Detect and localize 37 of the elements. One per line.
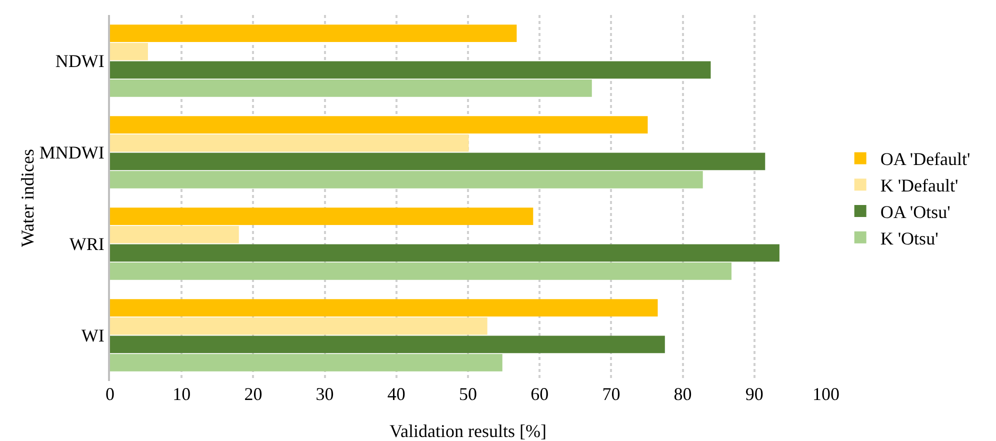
x-tick-label: 90 — [745, 384, 764, 404]
x-tick-label: 20 — [244, 384, 262, 404]
legend-label: K 'Otsu' — [880, 228, 938, 248]
x-tick-label: 50 — [459, 384, 477, 404]
bar — [110, 226, 239, 244]
y-axis-title: Water indices — [17, 148, 38, 248]
legend-label: OA 'Otsu' — [880, 202, 950, 222]
x-tick-label: 70 — [602, 384, 620, 404]
bar — [110, 24, 517, 42]
bar — [110, 152, 766, 170]
x-tick-label: 30 — [316, 384, 334, 404]
x-tick-label: 60 — [530, 384, 549, 404]
x-tick-label: 10 — [172, 384, 191, 404]
bar — [110, 244, 780, 262]
y-tick-label: WRI — [69, 234, 104, 254]
bar — [110, 354, 502, 372]
bar — [110, 299, 658, 316]
y-tick-label: WI — [81, 326, 104, 346]
y-tick-label: NDWI — [55, 51, 104, 72]
x-tick-label: 80 — [674, 384, 692, 404]
bar — [110, 42, 148, 60]
legend-label: OA 'Default' — [880, 149, 970, 170]
bar — [110, 317, 488, 335]
bar — [110, 336, 665, 354]
bar — [110, 208, 534, 225]
bar — [110, 61, 711, 79]
legend-label: K 'Default' — [880, 176, 958, 196]
bar — [110, 171, 703, 188]
x-tick-label: 0 — [106, 384, 114, 404]
bar — [110, 80, 592, 97]
x-axis-title: Validation results [%] — [390, 421, 546, 441]
y-tick-label: MNDWI — [39, 142, 104, 163]
x-tick-label: 40 — [387, 384, 406, 404]
bar — [110, 134, 469, 152]
x-tick-label: 100 — [812, 384, 840, 404]
bar — [110, 262, 732, 280]
bar — [110, 116, 648, 134]
